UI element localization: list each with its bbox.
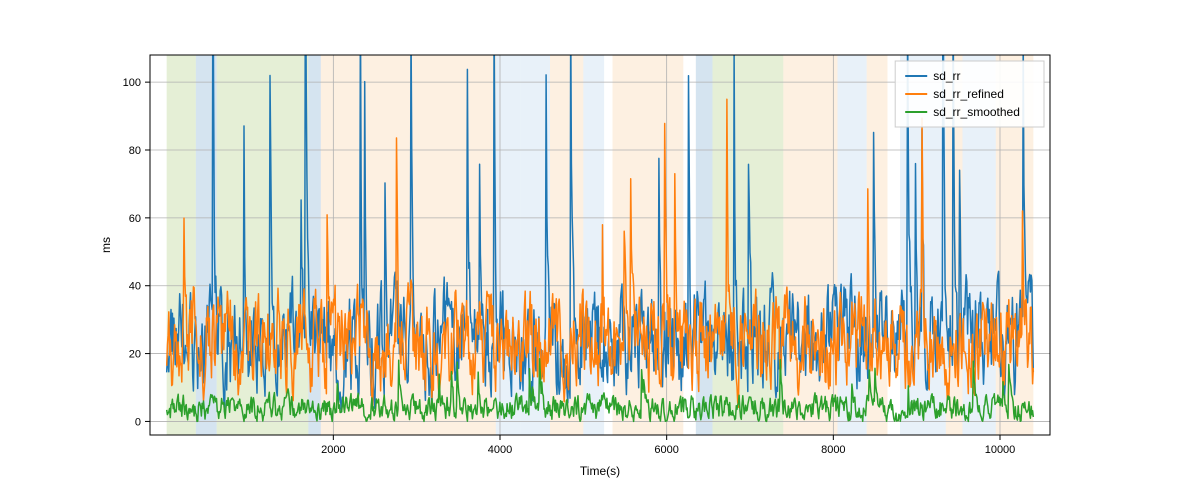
band [583, 55, 604, 435]
band [496, 55, 521, 435]
y-tick-label: 100 [123, 77, 141, 89]
timeseries-chart: 2000 4000 6000 8000 10000 0 20 40 60 80 100 Time(s)… [0, 0, 1200, 500]
x-tick-label: 10000 [985, 444, 1016, 456]
chart-container: 2000 4000 6000 8000 10000 0 20 40 60 80 100 Time(s)… [0, 0, 1200, 500]
y-tick-label: 80 [129, 145, 141, 157]
band [838, 55, 867, 435]
x-tick-label: 8000 [821, 444, 845, 456]
y-tick-label: 0 [135, 416, 141, 428]
x-axis-label: Time(s) [580, 464, 620, 478]
legend-label: sd_rr_refined [933, 87, 1004, 101]
y-tick-label: 40 [129, 281, 141, 293]
legend: sd_rr sd_rr_refined sd_rr_smoothed [895, 61, 1044, 127]
band [321, 55, 340, 435]
y-tick-label: 60 [129, 213, 141, 225]
legend-label: sd_rr_smoothed [933, 105, 1020, 119]
x-tick-label: 2000 [321, 444, 345, 456]
x-tick-label: 4000 [488, 444, 512, 456]
legend-label: sd_rr [933, 69, 960, 83]
x-tick-label: 6000 [654, 444, 678, 456]
y-tick-label: 20 [129, 349, 141, 361]
y-axis-label: ms [99, 237, 113, 253]
